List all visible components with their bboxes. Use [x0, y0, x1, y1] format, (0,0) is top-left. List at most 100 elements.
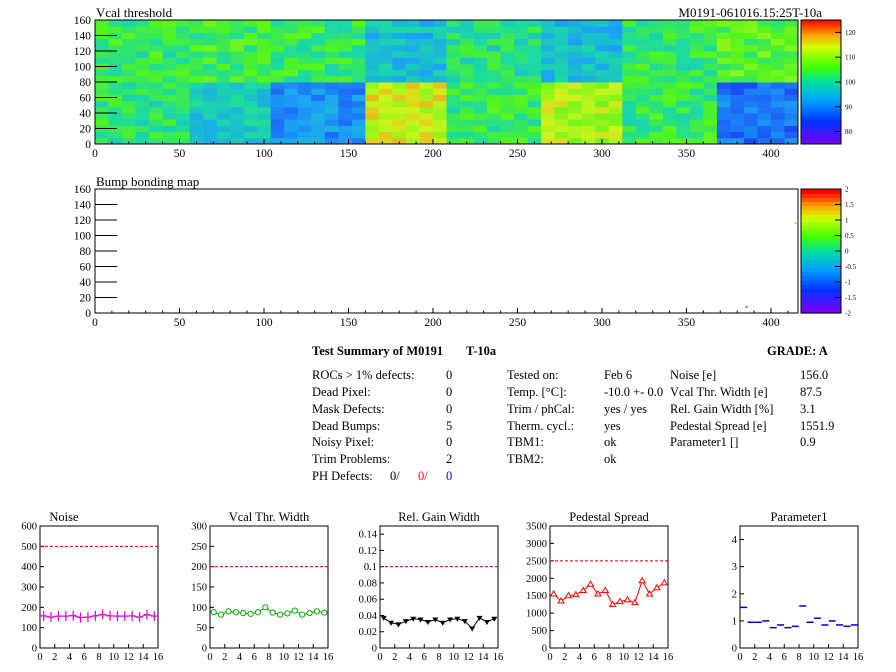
x-tick-label: 50: [174, 317, 186, 329]
colorbar-cell: [801, 222, 841, 227]
data-point: [262, 604, 269, 611]
data-point: [483, 619, 490, 625]
x-tick-label: 8: [266, 652, 271, 663]
x-tick-label: 0: [37, 652, 42, 663]
colorbar-cell: [801, 263, 841, 269]
y-tick-label: 200: [191, 562, 207, 573]
data-point: [291, 607, 298, 614]
summary-left-value: 0: [446, 368, 453, 382]
summary-middle-label: Trim / phCal:: [507, 402, 575, 416]
colorbar-cell: [801, 193, 841, 198]
summary-right-value: 156.0: [800, 368, 829, 382]
colorbar-cell: [801, 205, 841, 211]
x-tick-label: 4: [577, 652, 583, 663]
x-tick-label: 0: [92, 317, 98, 329]
summary-middle-label: Therm. cycl.:: [507, 419, 574, 433]
data-point: [491, 616, 498, 622]
y-tick-label: 20: [80, 124, 92, 136]
colorbar-cell: [801, 304, 841, 310]
series-line: [553, 579, 665, 606]
small-plot-2: Rel. Gain Width 0 0.02 0.04 0.06 0.08 0.1 0.12 0…: [359, 510, 504, 663]
colorbar-tick-label: 90: [845, 103, 853, 111]
y-tick-label: 0: [85, 139, 91, 151]
colorbar-tick-label: 2: [845, 186, 849, 194]
colorbar-tick-label: 100: [845, 79, 856, 87]
x-tick-label: 12: [293, 652, 304, 663]
data-point: [247, 610, 254, 617]
data-point: [447, 617, 454, 623]
y-tick-label: 0.02: [359, 627, 377, 638]
x-tick-label: 10: [619, 652, 630, 663]
data-point: [454, 616, 461, 622]
vcal-threshold-noise: [95, 20, 798, 144]
bump-bonding-points: [745, 222, 797, 308]
summary-right-label: Parameter1 []: [670, 435, 739, 449]
y-tick-label: 0.08: [359, 578, 377, 589]
x-tick-label: 12: [463, 652, 474, 663]
colorbar-cell: [801, 279, 841, 285]
x-tick-label: 8: [436, 652, 441, 663]
x-tick-label: 12: [123, 652, 134, 663]
data-point: [410, 616, 417, 622]
data-point: [594, 589, 602, 597]
y-tick-label: 80: [80, 246, 92, 258]
series-line: [383, 617, 495, 630]
data-point: [579, 586, 588, 593]
colorbar-cell: [801, 300, 841, 306]
y-tick-label: 2500: [526, 556, 547, 567]
x-tick-label: 10: [279, 652, 290, 663]
vcal-threshold-title: Vcal threshold: [96, 5, 173, 20]
x-tick-label: 10: [109, 652, 120, 663]
summary-right-label: Vcal Thr. Width [e]: [670, 385, 768, 399]
data-point: [557, 596, 565, 604]
x-tick-label: 2: [392, 652, 397, 663]
bump-point: [794, 222, 797, 224]
colorbar-tick-label: -0.5: [845, 263, 857, 271]
y-tick-label: 1500: [526, 591, 547, 602]
x-tick-label: 0: [92, 148, 98, 160]
x-tick-label: 6: [252, 652, 257, 663]
y-tick-label: 100: [74, 62, 92, 74]
y-tick-label: 160: [74, 184, 92, 196]
bump-bonding-map: Bump bonding map 0 50 100 150 200 250 300 350 40…: [74, 174, 857, 329]
ph-defects-v2: 0/: [418, 469, 428, 483]
colorbar-tick-label: 0.5: [845, 232, 854, 240]
summary-right-label: Rel. Gain Width [%]: [670, 402, 774, 416]
data-point: [306, 609, 313, 617]
colorbar-cell: [801, 234, 841, 240]
x-tick-label: 50: [174, 148, 186, 160]
colorbar-tick-label: 1: [845, 217, 849, 225]
x-tick-label: 6: [782, 652, 787, 663]
data-point: [476, 615, 483, 621]
data-point: [321, 609, 328, 616]
data-point: [380, 615, 387, 621]
x-tick-label: 4: [67, 652, 73, 663]
colorbar-cell: [801, 226, 841, 231]
colorbar-cell: [801, 189, 841, 194]
y-tick-label: 50: [197, 623, 208, 634]
small-plot-title: Vcal Thr. Width: [229, 510, 310, 524]
x-tick-label: 350: [678, 148, 696, 160]
colorbar-cell: [801, 246, 841, 252]
colorbar-cell: [801, 238, 841, 244]
y-tick-label: 150: [191, 583, 207, 594]
colorbar-cell: [801, 197, 841, 202]
x-tick-label: 14: [308, 652, 319, 663]
summary-left-value: 0: [446, 435, 453, 449]
colorbar-tick-label: 1.5: [845, 201, 854, 209]
data-point: [210, 609, 217, 616]
colorbar-tick-label: 80: [845, 128, 853, 136]
colorbar-cell: [801, 201, 841, 207]
x-tick-label: 12: [823, 652, 834, 663]
data-point: [284, 610, 291, 617]
y-tick-label: 0.1: [364, 562, 377, 573]
data-point: [417, 617, 424, 623]
y-tick-label: 250: [191, 542, 207, 553]
x-tick-label: 14: [648, 652, 659, 663]
x-tick-label: 14: [138, 652, 149, 663]
x-tick-label: 6: [422, 652, 427, 663]
